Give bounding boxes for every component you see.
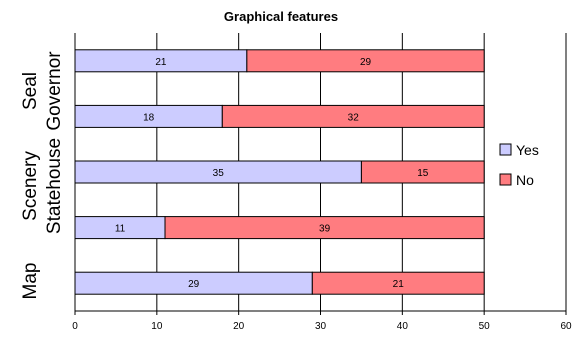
x-tick-label: 60 (560, 321, 572, 332)
category-label: Seal (20, 72, 41, 110)
bar-data-label: 32 (348, 112, 360, 123)
chart-title: Graphical features (224, 9, 338, 24)
bar-data-label: 21 (155, 57, 167, 68)
x-tick-label: 0 (72, 321, 78, 332)
legend-swatch-no (499, 173, 512, 186)
bar-no (311, 271, 485, 295)
bar-data-label: 15 (417, 168, 429, 179)
x-tick-label: 30 (315, 321, 327, 332)
bars: 21 29 18 32 35 15 11 39 29 21 (74, 49, 485, 295)
legend-label-no: No (516, 172, 534, 188)
bar-no (164, 216, 485, 240)
category-label: Scenery (20, 151, 41, 221)
x-tick-label: 20 (233, 321, 245, 332)
bar-data-label: 39 (319, 224, 331, 235)
legend: Yes No (499, 142, 539, 188)
x-tick-label: 10 (151, 321, 163, 332)
category-label: Governor (44, 51, 65, 131)
legend-swatch-yes (499, 143, 512, 156)
bar-data-label: 35 (213, 168, 225, 179)
legend-label-yes: Yes (516, 142, 539, 158)
bar-data-label: 29 (360, 57, 372, 68)
bar-data-label: 21 (393, 279, 405, 290)
x-tick-label: 40 (397, 321, 409, 332)
bar-no (360, 160, 485, 184)
bar-no (246, 49, 485, 73)
category-label: Map (20, 263, 41, 300)
bar-data-label: 11 (115, 224, 126, 235)
bar-data-label: 18 (143, 112, 155, 123)
bar-data-label: 29 (188, 279, 200, 290)
x-axis: 0 10 20 30 40 50 60 (72, 33, 572, 332)
category-label: Statehouse (44, 138, 65, 234)
x-tick-label: 50 (479, 321, 491, 332)
bar-no (221, 104, 485, 128)
